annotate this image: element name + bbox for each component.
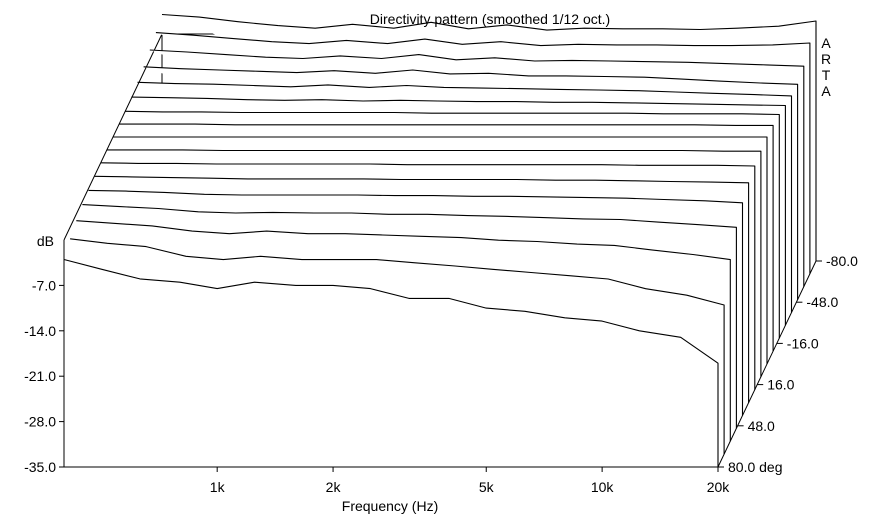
x-tick-label: 2k [326,479,342,495]
series-layer [63,13,817,467]
z-tick-label: 48.0 [748,418,775,434]
y-tick-label: -35.0 [24,459,56,475]
brand-letter: A [821,83,831,99]
x-tick-label: 20k [707,479,731,495]
y-tick-label: -14.0 [24,323,56,339]
z-tick-label: -80.0 [826,253,858,269]
brand-letter: A [821,35,831,51]
x-tick-label: 5k [479,479,495,495]
brand-letter: R [821,51,831,67]
z-tick-label: 16.0 [767,377,794,393]
series-line [63,258,719,467]
depth-axis-line [717,260,817,468]
x-axis-label: Frequency (Hz) [342,498,438,514]
z-tick-label: -48.0 [806,294,838,310]
y-tick-label: -21.0 [24,368,56,384]
axes-layer: -7.0 -14.0 -21.0 -28.0 -35.0 1k 2k 5k 10k 20k 80.0… [24,240,858,495]
y-tick-label: -7.0 [32,277,56,293]
brand-letter: T [822,67,831,83]
z-tick-label: -16.0 [787,335,819,351]
y-axis-label: dB [37,233,54,249]
chart-title: Directivity pattern (smoothed 1/12 oct.) [370,11,610,27]
z-tick-label: 80.0 deg [728,459,783,475]
y-tick-label: -28.0 [24,414,56,430]
x-tick-label: 1k [210,479,226,495]
x-tick-label: 10k [591,479,615,495]
